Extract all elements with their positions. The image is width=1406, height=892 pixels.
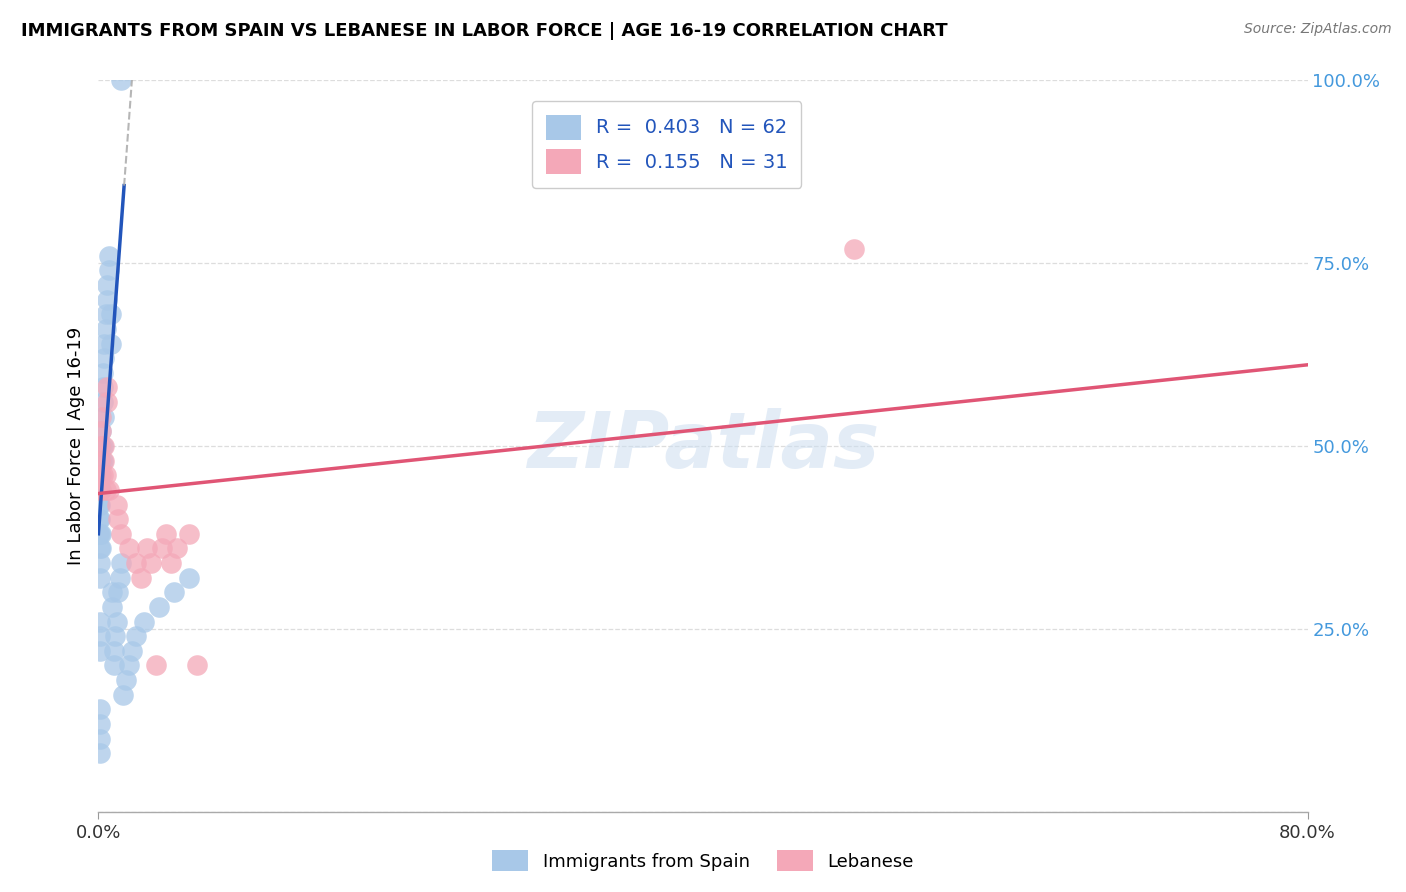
- Y-axis label: In Labor Force | Age 16-19: In Labor Force | Age 16-19: [66, 326, 84, 566]
- Point: [90, 425, 112, 439]
- Text: IMMIGRANTS FROM SPAIN VS LEBANESE IN LABOR FORCE | AGE 16-19 CORRELATION CHART: IMMIGRANTS FROM SPAIN VS LEBANESE IN LAB…: [21, 22, 948, 40]
- Legend: Immigrants from Spain, Lebanese: Immigrants from Spain, Lebanese: [485, 843, 921, 879]
- Point: [93, 351, 115, 366]
- Point: [107, 512, 129, 526]
- Point: [166, 541, 188, 556]
- Point: [96, 293, 118, 307]
- Point: [89, 512, 111, 526]
- Point: [89, 512, 111, 526]
- Point: [100, 336, 122, 351]
- Point: [105, 498, 128, 512]
- Point: [90, 409, 112, 424]
- Point: [90, 468, 112, 483]
- Point: [89, 571, 111, 585]
- Point: [91, 380, 114, 394]
- Legend: R =  0.403   N = 62, R =  0.155   N = 31: R = 0.403 N = 62, R = 0.155 N = 31: [531, 101, 801, 188]
- Point: [93, 439, 115, 453]
- Point: [107, 585, 129, 599]
- Point: [89, 498, 111, 512]
- Point: [94, 483, 117, 497]
- Point: [94, 468, 117, 483]
- Point: [91, 366, 114, 380]
- Point: [163, 585, 186, 599]
- Point: [160, 556, 183, 570]
- Point: [132, 615, 155, 629]
- Point: [89, 453, 111, 467]
- Point: [91, 395, 114, 409]
- Point: [101, 599, 124, 614]
- Point: [98, 483, 121, 497]
- Point: [89, 468, 111, 483]
- Point: [89, 498, 111, 512]
- Point: [90, 453, 112, 467]
- Text: Source: ZipAtlas.com: Source: ZipAtlas.com: [1244, 22, 1392, 37]
- Point: [90, 483, 112, 497]
- Point: [103, 644, 125, 658]
- Point: [141, 556, 163, 570]
- Point: [148, 599, 170, 614]
- Point: [145, 658, 167, 673]
- Point: [125, 556, 148, 570]
- Point: [844, 242, 866, 256]
- Point: [89, 468, 111, 483]
- Point: [93, 409, 115, 424]
- Point: [129, 571, 152, 585]
- Point: [89, 615, 111, 629]
- Point: [125, 629, 148, 643]
- Point: [96, 278, 118, 293]
- Point: [186, 658, 208, 673]
- Point: [91, 453, 114, 467]
- Point: [89, 717, 111, 731]
- Point: [155, 526, 177, 541]
- Point: [105, 615, 128, 629]
- Point: [110, 526, 132, 541]
- Point: [89, 541, 111, 556]
- Point: [89, 483, 111, 497]
- Point: [110, 73, 132, 87]
- Point: [94, 307, 117, 321]
- Point: [111, 688, 134, 702]
- Point: [179, 571, 201, 585]
- Point: [90, 425, 112, 439]
- Text: ZIPatlas: ZIPatlas: [527, 408, 879, 484]
- Point: [90, 439, 112, 453]
- Point: [121, 644, 143, 658]
- Point: [110, 556, 132, 570]
- Point: [118, 658, 141, 673]
- Point: [101, 585, 124, 599]
- Point: [150, 541, 173, 556]
- Point: [89, 483, 111, 497]
- Point: [91, 468, 114, 483]
- Point: [94, 322, 117, 336]
- Point: [98, 249, 121, 263]
- Point: [89, 644, 111, 658]
- Point: [89, 746, 111, 760]
- Point: [91, 439, 114, 453]
- Point: [90, 526, 112, 541]
- Point: [89, 439, 111, 453]
- Point: [89, 556, 111, 570]
- Point: [114, 673, 136, 687]
- Point: [93, 453, 115, 467]
- Point: [89, 483, 111, 497]
- Point: [108, 571, 131, 585]
- Point: [118, 541, 141, 556]
- Point: [100, 307, 122, 321]
- Point: [89, 468, 111, 483]
- Point: [89, 731, 111, 746]
- Point: [93, 336, 115, 351]
- Point: [98, 263, 121, 277]
- Point: [96, 395, 118, 409]
- Point: [96, 380, 118, 394]
- Point: [135, 541, 157, 556]
- Point: [103, 658, 125, 673]
- Point: [89, 526, 111, 541]
- Point: [89, 702, 111, 716]
- Point: [90, 483, 112, 497]
- Point: [90, 541, 112, 556]
- Point: [89, 629, 111, 643]
- Point: [104, 629, 127, 643]
- Point: [89, 526, 111, 541]
- Point: [179, 526, 201, 541]
